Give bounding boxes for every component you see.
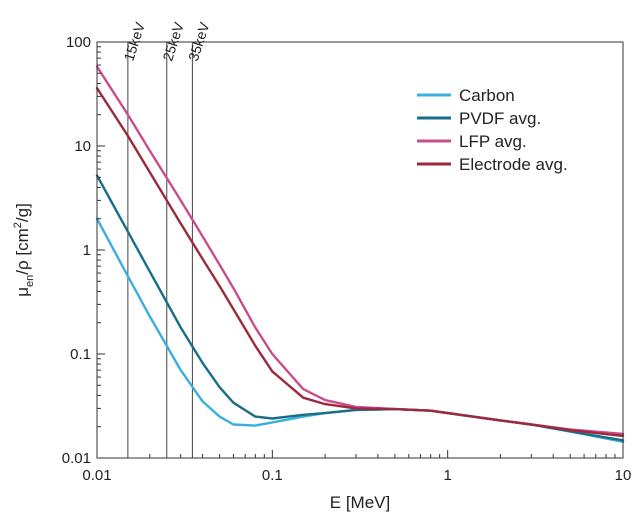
legend-label: PVDF avg. — [459, 109, 541, 128]
y-axis-title-end: /g] — [13, 203, 32, 222]
y-axis-title: μen/ρ [cm2/g] — [12, 203, 36, 297]
y-tick-label: 0.1 — [70, 346, 91, 363]
y-tick-label: 0.01 — [62, 450, 91, 467]
series-line — [95, 65, 625, 436]
series-line — [95, 86, 625, 438]
y-tick-label: 10 — [74, 138, 91, 155]
y-tick-label: 100 — [66, 34, 91, 51]
x-ticks: 0.01 0.1 1 10 — [82, 450, 631, 484]
legend: Carbon PVDF avg. LFP avg. Electrode avg. — [417, 86, 568, 174]
series-lines — [95, 65, 625, 443]
x-tick-label: 10 — [615, 467, 632, 484]
y-axis-title-mu: μ — [13, 287, 32, 297]
y-tick-label: 1 — [83, 242, 91, 259]
legend-label: LFP avg. — [459, 132, 527, 151]
x-tick-label: 0.1 — [262, 467, 283, 484]
y-axis-title-subscript: en — [24, 275, 36, 287]
energy-marker-label: 35keV — [185, 20, 213, 63]
y-axis-title-superscript: 2 — [12, 222, 24, 228]
axes — [96, 41, 624, 459]
legend-label: Carbon — [459, 86, 515, 105]
energy-marker-label: 15keV — [121, 20, 149, 63]
plot-frame — [96, 41, 624, 459]
y-ticks: 0.01 0.1 1 10 100 — [62, 34, 105, 467]
x-tick-label: 1 — [443, 467, 451, 484]
x-axis-title: E [MeV] — [330, 493, 390, 512]
y-axis-title-middle: /ρ [cm — [13, 228, 32, 275]
energy-marker-label: 25keV — [159, 20, 187, 63]
x-tick-label: 0.01 — [82, 467, 111, 484]
legend-label: Electrode avg. — [459, 155, 568, 174]
